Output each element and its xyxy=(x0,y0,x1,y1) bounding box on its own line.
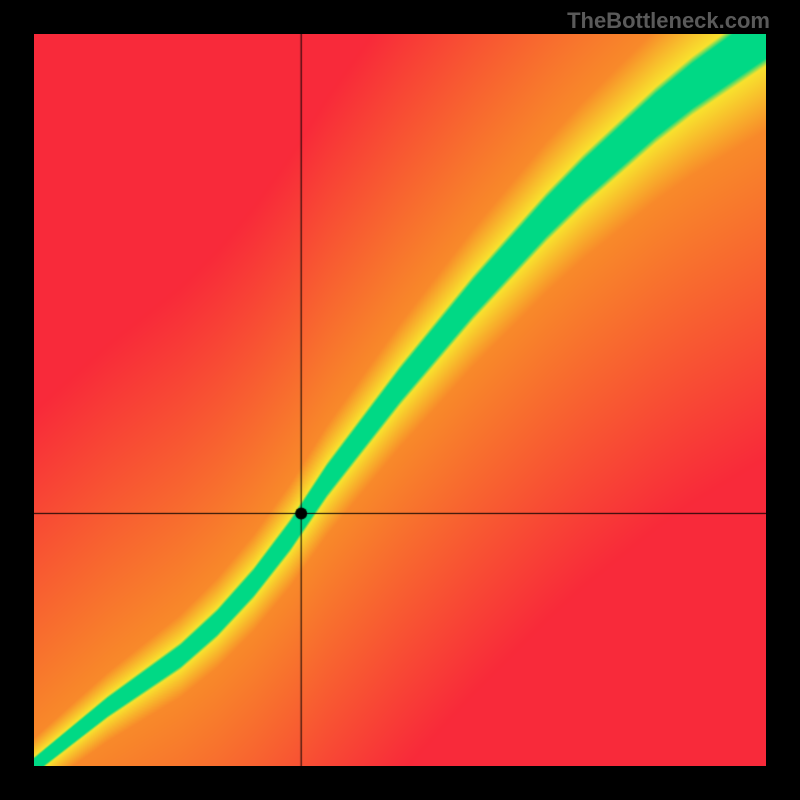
bottleneck-heatmap xyxy=(34,34,766,766)
heatmap-canvas xyxy=(34,34,766,766)
watermark-text: TheBottleneck.com xyxy=(567,8,770,34)
